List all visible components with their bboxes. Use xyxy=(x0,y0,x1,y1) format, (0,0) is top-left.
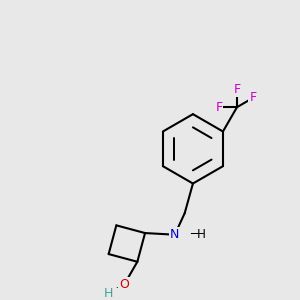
Text: F: F xyxy=(249,92,256,104)
Text: F: F xyxy=(215,101,222,114)
Text: O: O xyxy=(119,278,129,291)
Text: H: H xyxy=(104,287,113,300)
Text: N: N xyxy=(170,228,179,241)
Text: ─H: ─H xyxy=(190,228,206,241)
Text: F: F xyxy=(233,82,241,95)
